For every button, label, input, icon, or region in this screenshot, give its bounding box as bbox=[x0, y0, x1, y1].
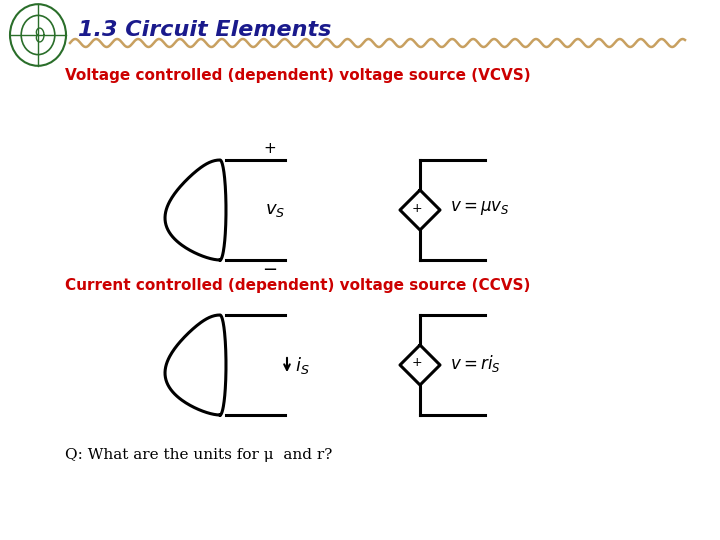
Text: $v_S$: $v_S$ bbox=[265, 201, 285, 219]
Text: +: + bbox=[412, 356, 423, 369]
Text: 1.3 Circuit Elements: 1.3 Circuit Elements bbox=[78, 20, 331, 40]
Text: +: + bbox=[412, 201, 423, 214]
Text: Current controlled (dependent) voltage source (CCVS): Current controlled (dependent) voltage s… bbox=[65, 278, 531, 293]
Text: $v = ri_S$: $v = ri_S$ bbox=[450, 353, 500, 374]
Text: −: − bbox=[262, 261, 278, 279]
Text: $v = \mu v_S$: $v = \mu v_S$ bbox=[450, 199, 510, 217]
Text: $i_S$: $i_S$ bbox=[295, 354, 310, 375]
Text: +: + bbox=[264, 141, 276, 156]
Text: Q: What are the units for μ  and r?: Q: What are the units for μ and r? bbox=[65, 448, 333, 462]
Text: Voltage controlled (dependent) voltage source (VCVS): Voltage controlled (dependent) voltage s… bbox=[65, 68, 531, 83]
